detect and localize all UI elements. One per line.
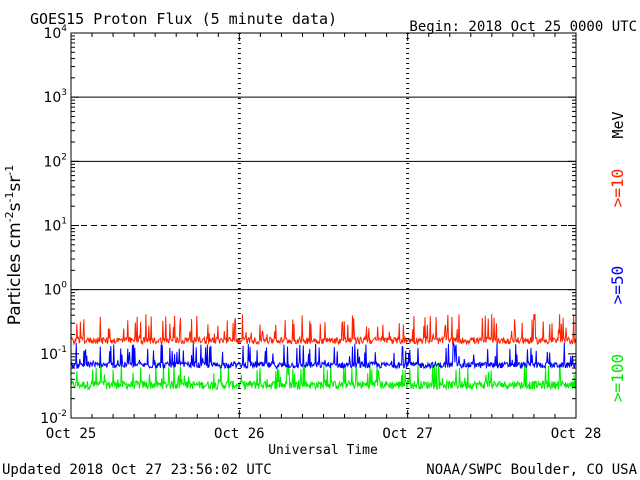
series-layer: [70, 313, 577, 391]
legend: MeV >=10 >=50 >=100: [608, 111, 627, 402]
legend-unit: MeV: [609, 111, 627, 138]
begin-label: Begin: 2018 Oct 25 0000 UTC: [409, 19, 637, 35]
x-tick-label: Oct 25: [46, 426, 97, 442]
y-tick-label: 102: [43, 152, 67, 170]
y-tick-label: 10-1: [40, 345, 67, 363]
x-axis: Oct 25 Oct 26 Oct 27 Oct 28: [46, 33, 602, 442]
x-tick-label: Oct 26: [214, 426, 265, 442]
legend-item: >=100: [608, 354, 627, 402]
x-tick-label: Oct 28: [551, 426, 602, 442]
source-label: NOAA/SWPC Boulder, CO USA: [426, 462, 637, 478]
series-line: [70, 313, 577, 346]
y-tick-label: 10-2: [40, 409, 67, 427]
svg-text:Particles cm-2s-1sr-1: Particles cm-2s-1sr-1: [3, 165, 25, 326]
legend-item: >=50: [608, 266, 627, 305]
y-tick-label: 104: [43, 24, 67, 42]
updated-label: Updated 2018 Oct 27 23:56:02 UTC: [2, 462, 272, 478]
y-axis: 10-2 10-1 100 101 102 103 104: [40, 24, 576, 427]
y-tick-label: 103: [43, 88, 67, 106]
chart-title: GOES15 Proton Flux (5 minute data): [30, 10, 337, 28]
legend-item: >=10: [608, 169, 627, 208]
y-axis-label: Particles cm-2s-1sr-1: [3, 165, 25, 326]
y-tick-label: 100: [43, 281, 67, 299]
x-tick-label: Oct 27: [382, 426, 433, 442]
y-tick-label: 101: [43, 217, 67, 235]
x-axis-label: Universal Time: [268, 443, 378, 458]
series-line: [70, 341, 577, 370]
grid-layer: [71, 33, 576, 418]
series-line: [70, 361, 577, 391]
